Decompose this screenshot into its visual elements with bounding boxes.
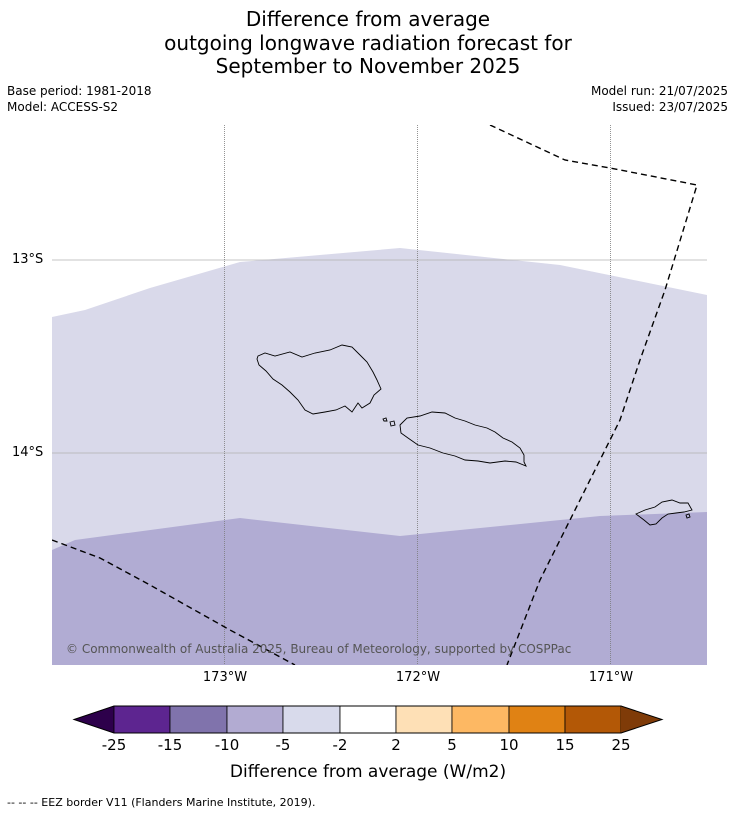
colorbar-tick: 25 bbox=[611, 736, 631, 754]
colorbar-tick: 2 bbox=[391, 736, 401, 754]
aunuu-islet bbox=[685, 513, 691, 519]
manono-islet bbox=[389, 420, 396, 427]
issued-date: Issued: 23/07/2025 bbox=[612, 100, 728, 114]
colorbar-extend-low bbox=[74, 706, 114, 733]
colorbar-tick: -5 bbox=[275, 736, 291, 754]
colorbar-tick: -15 bbox=[157, 736, 183, 754]
lon-label-171w: 171°W bbox=[588, 670, 634, 685]
anomaly-region-dark bbox=[52, 512, 707, 665]
colorbar-tick: 10 bbox=[499, 736, 519, 754]
title-line-3: September to November 2025 bbox=[215, 54, 521, 78]
lon-label-172w: 172°W bbox=[395, 670, 441, 685]
colorbar-segment bbox=[339, 705, 397, 734]
colorbar-tick: 5 bbox=[447, 736, 457, 754]
colorbar-segment bbox=[564, 705, 622, 734]
lon-label-173w: 173°W bbox=[202, 670, 248, 685]
base-period: Base period: 1981-2018 bbox=[7, 84, 152, 98]
model-run: Model run: 21/07/2025 bbox=[590, 84, 728, 98]
colorbar-outline bbox=[72, 705, 664, 734]
colorbar bbox=[72, 705, 664, 734]
meta-right: Model run: 21/07/2025 Issued: 23/07/2025 bbox=[591, 83, 728, 115]
colorbar-segment bbox=[113, 705, 171, 734]
savaii-island bbox=[256, 344, 382, 415]
apolima-islet bbox=[382, 417, 388, 422]
colorbar-extend-high bbox=[621, 706, 662, 733]
lat-label-14s: 14°S bbox=[12, 445, 44, 460]
title-line-2: outgoing longwave radiation forecast for bbox=[164, 30, 572, 55]
lat-label-13s: 13°S bbox=[12, 252, 44, 267]
model-name: Model: ACCESS-S2 bbox=[7, 100, 119, 114]
eez-footnote: -- -- -- EEZ border V11 (Flanders Marine… bbox=[7, 796, 316, 809]
colorbar-tick: -2 bbox=[332, 736, 348, 754]
colorbar-segment bbox=[226, 705, 284, 734]
colorbar-segment bbox=[282, 705, 341, 734]
upolu-island bbox=[399, 411, 527, 467]
colorbar-segment bbox=[451, 705, 510, 734]
title-line-1: Difference from average bbox=[245, 7, 491, 31]
colorbar-tick: 15 bbox=[555, 736, 575, 754]
colorbar-label: Difference from average (W/m2) bbox=[229, 762, 507, 782]
colorbar-segment bbox=[508, 705, 566, 734]
colorbar-segment bbox=[395, 705, 453, 734]
colorbar-segment bbox=[169, 705, 228, 734]
graticule bbox=[52, 125, 707, 665]
map-title: Difference from average outgoing longwav… bbox=[0, 7, 736, 79]
eez-border bbox=[52, 125, 698, 665]
meta-left: Base period: 1981-2018 Model: ACCESS-S2 bbox=[7, 83, 152, 115]
colorbar-tick: -25 bbox=[101, 736, 127, 754]
tutuila-island bbox=[635, 499, 693, 526]
copyright-notice: © Commonwealth of Australia 2025, Bureau… bbox=[66, 642, 571, 656]
colorbar-tick: -10 bbox=[214, 736, 240, 754]
